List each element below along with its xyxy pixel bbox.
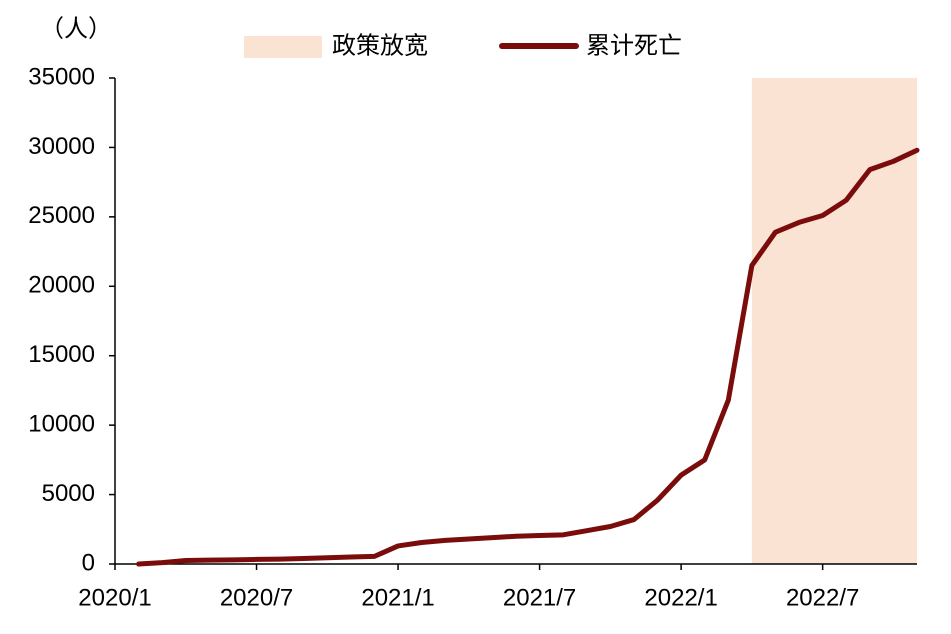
- legend-swatch: [244, 36, 322, 58]
- x-tick-label: 2021/1: [361, 584, 434, 611]
- y-tick-label: 25000: [28, 202, 95, 229]
- shade-region: [751, 78, 917, 564]
- y-tick-label: 10000: [28, 410, 95, 437]
- y-tick-label: 0: [82, 549, 95, 576]
- x-tick-label: 2020/7: [220, 584, 293, 611]
- legend-label: 累计死亡: [586, 32, 682, 59]
- legend-label: 政策放宽: [332, 32, 428, 59]
- y-tick-label: 20000: [28, 272, 95, 299]
- line: [136, 147, 920, 567]
- y-unit: （人）: [40, 15, 112, 42]
- y-tick-label: 30000: [28, 133, 95, 160]
- y-tick-label: 15000: [28, 341, 95, 368]
- x-tick-label: 2022/1: [644, 584, 717, 611]
- y-tick-label: 35000: [28, 63, 95, 90]
- x-tick-label: 2021/7: [503, 584, 576, 611]
- x-tick-label: 2022/7: [786, 584, 859, 611]
- x-tick-label: 2020/1: [78, 584, 151, 611]
- y-tick-label: 5000: [42, 480, 95, 507]
